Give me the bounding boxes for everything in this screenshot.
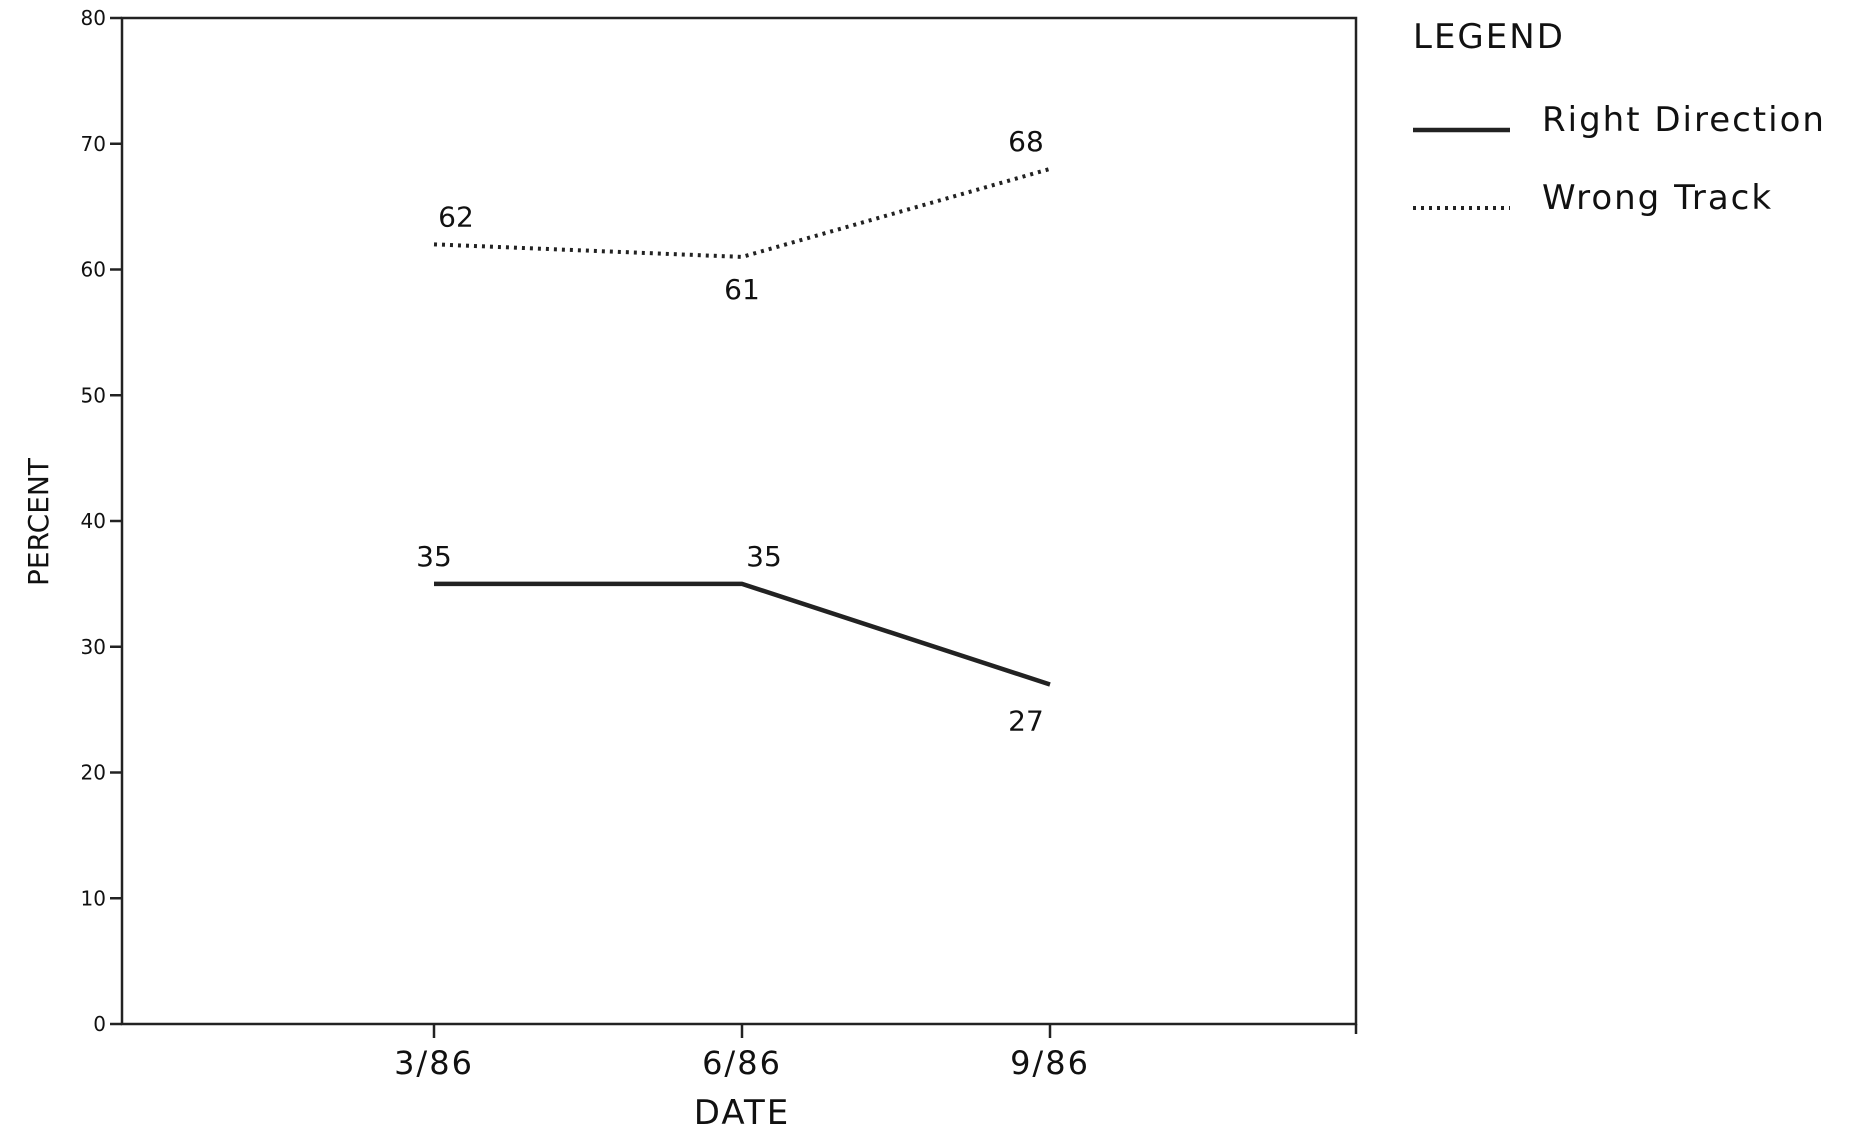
legend: LEGEND Right Direction Wrong Track xyxy=(1413,17,1826,218)
x-axis-title: DATE xyxy=(694,1093,790,1128)
y-axis: 0 10 20 30 40 50 60 70 80 xyxy=(81,6,122,1036)
x-tick-label: 6/86 xyxy=(702,1044,782,1082)
legend-title: LEGEND xyxy=(1413,17,1565,57)
legend-label: Wrong Track xyxy=(1542,178,1773,218)
y-tick-label: 70 xyxy=(81,132,106,156)
plot-frame xyxy=(120,16,1358,1026)
y-tick-label: 10 xyxy=(81,886,106,910)
data-label: 35 xyxy=(746,540,782,573)
data-label: 27 xyxy=(1008,704,1044,737)
y-tick-label: 80 xyxy=(81,6,106,30)
y-tick-label: 40 xyxy=(81,509,106,533)
plot-border xyxy=(120,16,1358,1026)
data-label: 68 xyxy=(1008,125,1044,158)
y-tick-label: 0 xyxy=(93,1012,106,1036)
x-tick-label: 9/86 xyxy=(1010,1044,1090,1082)
y-axis-title: PERCENT xyxy=(22,457,55,586)
data-labels: 35 35 27 62 61 68 xyxy=(416,125,1044,738)
y-tick-label: 50 xyxy=(81,383,106,407)
y-tick-label: 20 xyxy=(81,761,106,785)
x-tick-label: 3/86 xyxy=(394,1044,474,1082)
series-line-right-direction xyxy=(434,581,1051,687)
y-tick-label: 60 xyxy=(81,258,106,282)
y-tick-label: 30 xyxy=(81,635,106,659)
data-label: 61 xyxy=(724,273,760,306)
series-line-wrong-track xyxy=(433,166,1051,259)
data-label: 62 xyxy=(438,200,474,233)
data-label: 35 xyxy=(416,540,452,573)
series-layer xyxy=(433,166,1051,687)
legend-label: Right Direction xyxy=(1542,100,1826,140)
x-axis: 3/86 6/86 9/86 xyxy=(394,1024,1358,1082)
